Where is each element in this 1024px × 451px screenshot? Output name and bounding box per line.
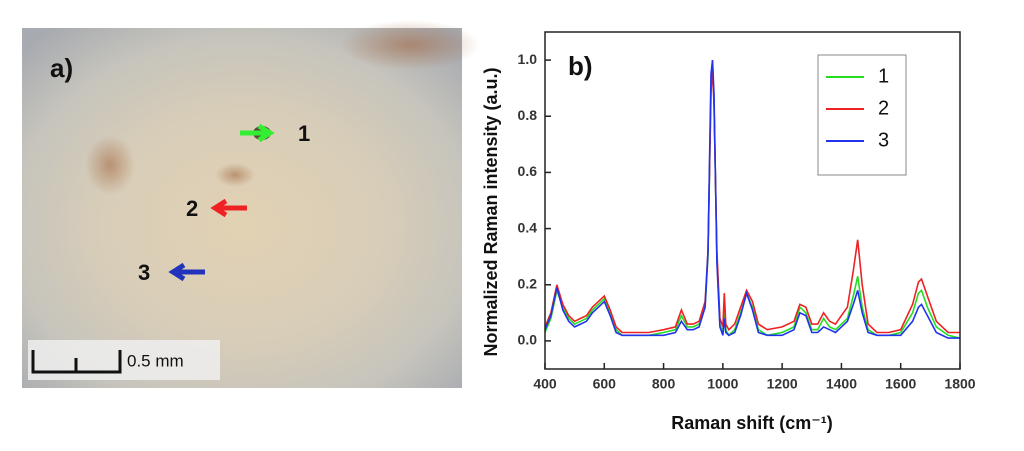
x-tick-label: 1000 bbox=[707, 376, 738, 392]
x-tick-label: 1800 bbox=[944, 376, 975, 392]
arrow-3 bbox=[168, 262, 205, 282]
y-tick-label: 0.0 bbox=[518, 332, 538, 348]
y-tick-label: 0.8 bbox=[518, 107, 538, 123]
x-tick-label: 800 bbox=[652, 376, 676, 392]
stain bbox=[85, 135, 135, 195]
series-line bbox=[544, 65, 960, 334]
y-tick-label: 0.4 bbox=[518, 219, 538, 235]
scale-box bbox=[28, 340, 220, 380]
arrow-2 bbox=[210, 198, 247, 218]
scale-label: 0.5 mm bbox=[127, 351, 184, 370]
legend-box bbox=[817, 54, 907, 176]
panel-label: b) bbox=[568, 51, 593, 81]
x-axis-title: Raman shift (cm⁻¹) bbox=[671, 413, 833, 433]
chart: b) Raman shift (cm⁻¹) Normalized Raman i… bbox=[481, 51, 833, 433]
y-tick-label: 0.6 bbox=[518, 163, 538, 179]
series-line bbox=[544, 60, 960, 339]
x-tick-label: 600 bbox=[593, 376, 617, 392]
point-label: 1 bbox=[298, 121, 310, 146]
y-tick-label: 0.2 bbox=[518, 275, 538, 291]
x-tick-label: 1600 bbox=[885, 376, 916, 392]
x-tick-label: 1200 bbox=[767, 376, 798, 392]
point-label: 2 bbox=[186, 196, 198, 221]
series-line bbox=[544, 60, 961, 339]
legend-label: 1 bbox=[878, 65, 889, 87]
x-tick-label: 1400 bbox=[826, 376, 857, 392]
arrow-1 bbox=[240, 123, 275, 143]
y-tick-label: 1.0 bbox=[518, 51, 538, 67]
y-axis-title: Normalized Raman intensity (a.u.) bbox=[481, 67, 501, 356]
panel-label: a) bbox=[50, 53, 73, 83]
plot-frame bbox=[544, 31, 961, 370]
legend-label: 3 bbox=[878, 129, 889, 151]
stain bbox=[340, 20, 480, 70]
x-tick-label: 400 bbox=[533, 376, 557, 392]
stain bbox=[215, 163, 255, 187]
photo-panel: a) 1 2 3 0.5 mm bbox=[22, 20, 480, 388]
point-label: 3 bbox=[138, 260, 150, 285]
legend-label: 2 bbox=[878, 97, 889, 119]
scale-bar bbox=[31, 350, 122, 374]
